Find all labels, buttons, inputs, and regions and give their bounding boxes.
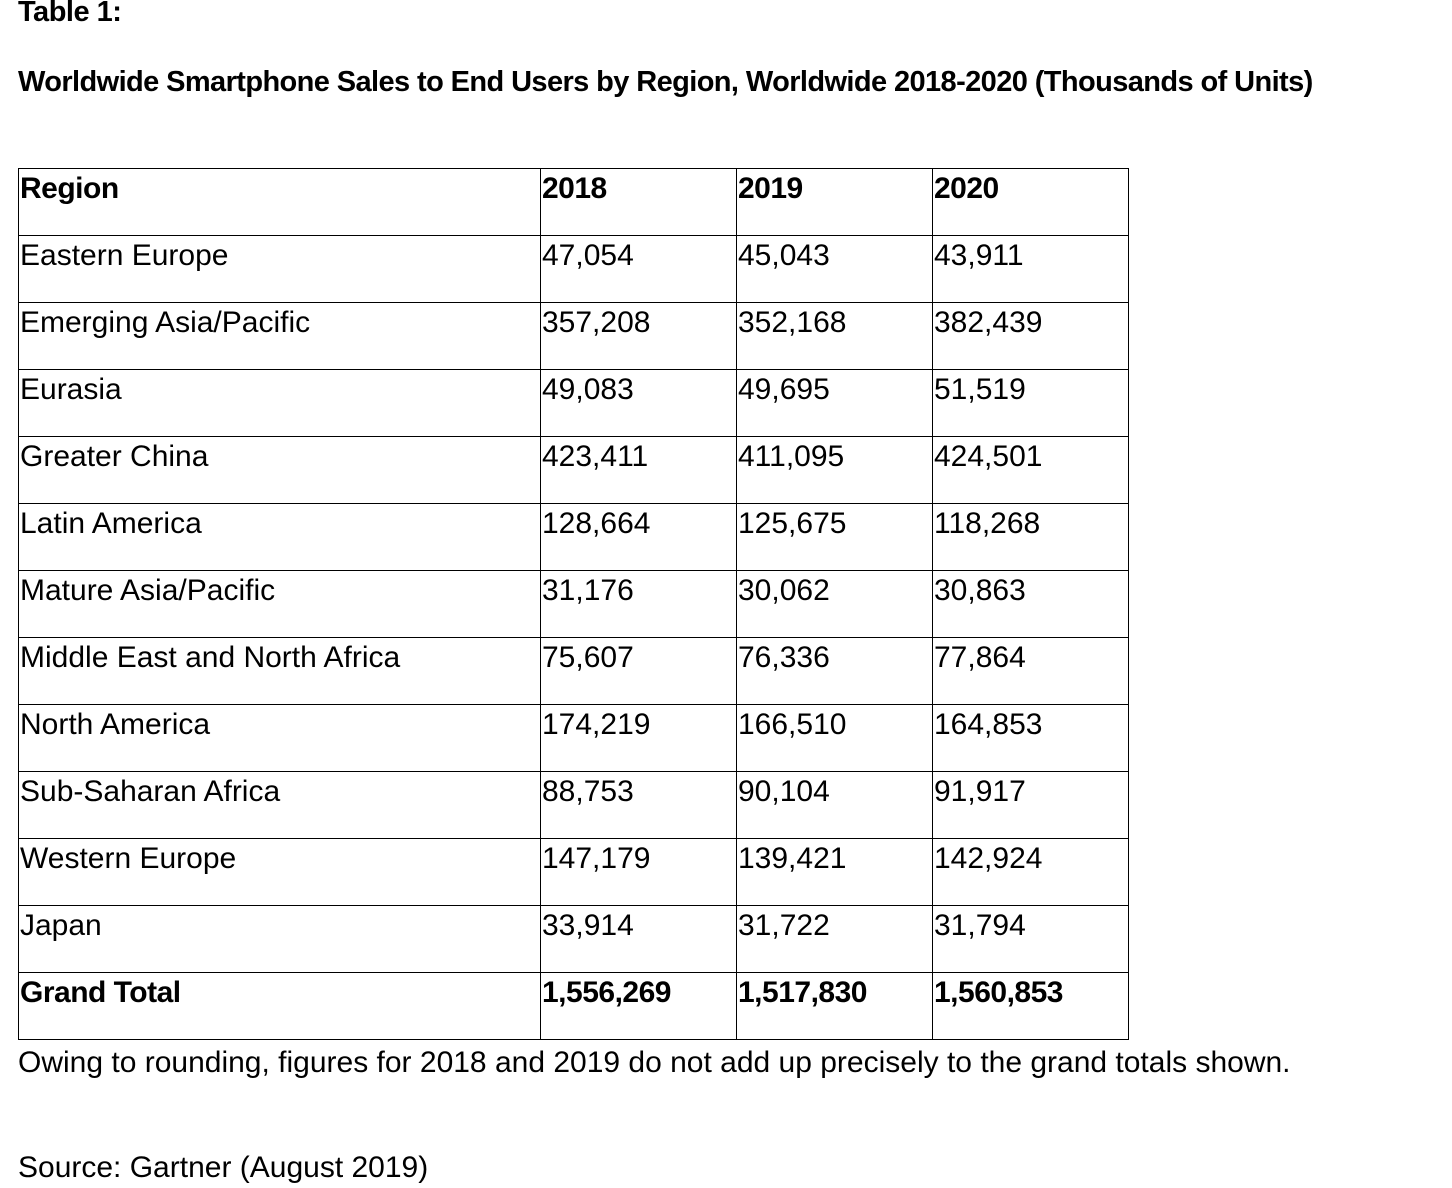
grand-total-row: Grand Total 1,556,269 1,517,830 1,560,853 — [18, 972, 1129, 1040]
cell-value-2018: 88,753 — [540, 771, 737, 839]
cell-region: Japan — [18, 905, 541, 973]
header-2019: 2019 — [736, 168, 933, 236]
cell-value-2020: 43,911 — [932, 235, 1129, 303]
table-row: Emerging Asia/Pacific 357,208 352,168 382,4… — [18, 302, 1129, 370]
table-header-row: Region 2018 2019 2020 — [18, 168, 1129, 236]
cell-value-2019: 90,104 — [736, 771, 933, 839]
table-title: Worldwide Smartphone Sales to End Users … — [18, 66, 1313, 98]
cell-region: Sub-Saharan Africa — [18, 771, 541, 839]
cell-value-2020: 77,864 — [932, 637, 1129, 705]
cell-value-2018: 31,176 — [540, 570, 737, 638]
total-value-2018: 1,556,269 — [540, 972, 737, 1040]
table-row: Mature Asia/Pacific 31,176 30,062 30,863 — [18, 570, 1129, 638]
cell-value-2020: 30,863 — [932, 570, 1129, 638]
source-line: Source: Gartner (August 2019) — [18, 1151, 429, 1184]
cell-value-2019: 166,510 — [736, 704, 933, 772]
header-2018: 2018 — [540, 168, 737, 236]
table-label: Table 1: — [18, 0, 122, 28]
cell-value-2020: 382,439 — [932, 302, 1129, 370]
cell-value-2018: 174,219 — [540, 704, 737, 772]
cell-value-2020: 91,917 — [932, 771, 1129, 839]
cell-value-2019: 352,168 — [736, 302, 933, 370]
table-row: Latin America 128,664 125,675 118,268 — [18, 503, 1129, 571]
table-row: Western Europe 147,179 139,421 142,924 — [18, 838, 1129, 906]
table-row: Greater China 423,411 411,095 424,501 — [18, 436, 1129, 504]
cell-region: Emerging Asia/Pacific — [18, 302, 541, 370]
cell-value-2019: 139,421 — [736, 838, 933, 906]
cell-value-2019: 76,336 — [736, 637, 933, 705]
cell-value-2019: 31,722 — [736, 905, 933, 973]
cell-region: Latin America — [18, 503, 541, 571]
cell-value-2019: 125,675 — [736, 503, 933, 571]
cell-region: Middle East and North Africa — [18, 637, 541, 705]
table-row: North America 174,219 166,510 164,853 — [18, 704, 1129, 772]
cell-value-2020: 51,519 — [932, 369, 1129, 437]
rounding-note: Owing to rounding, figures for 2018 and … — [18, 1046, 1291, 1079]
cell-value-2018: 357,208 — [540, 302, 737, 370]
header-region: Region — [18, 168, 541, 236]
cell-region: Eastern Europe — [18, 235, 541, 303]
cell-region: North America — [18, 704, 541, 772]
sales-table: Region 2018 2019 2020 Eastern Europe 47,0… — [18, 168, 1129, 1040]
cell-region: Eurasia — [18, 369, 541, 437]
cell-value-2020: 424,501 — [932, 436, 1129, 504]
cell-value-2020: 118,268 — [932, 503, 1129, 571]
cell-region: Western Europe — [18, 838, 541, 906]
cell-value-2018: 423,411 — [540, 436, 737, 504]
cell-value-2019: 411,095 — [736, 436, 933, 504]
cell-value-2020: 142,924 — [932, 838, 1129, 906]
cell-value-2019: 49,695 — [736, 369, 933, 437]
cell-value-2018: 33,914 — [540, 905, 737, 973]
cell-value-2018: 47,054 — [540, 235, 737, 303]
cell-value-2020: 164,853 — [932, 704, 1129, 772]
table-row: Japan 33,914 31,722 31,794 — [18, 905, 1129, 973]
cell-value-2019: 45,043 — [736, 235, 933, 303]
table-row: Sub-Saharan Africa 88,753 90,104 91,917 — [18, 771, 1129, 839]
cell-value-2018: 147,179 — [540, 838, 737, 906]
cell-region: Mature Asia/Pacific — [18, 570, 541, 638]
table-row: Eurasia 49,083 49,695 51,519 — [18, 369, 1129, 437]
table-row: Eastern Europe 47,054 45,043 43,911 — [18, 235, 1129, 303]
header-2020: 2020 — [932, 168, 1129, 236]
cell-value-2019: 30,062 — [736, 570, 933, 638]
table-row: Middle East and North Africa 75,607 76,336… — [18, 637, 1129, 705]
total-region: Grand Total — [18, 972, 541, 1040]
cell-value-2020: 31,794 — [932, 905, 1129, 973]
cell-region: Greater China — [18, 436, 541, 504]
cell-value-2018: 49,083 — [540, 369, 737, 437]
cell-value-2018: 75,607 — [540, 637, 737, 705]
total-value-2020: 1,560,853 — [932, 972, 1129, 1040]
cell-value-2018: 128,664 — [540, 503, 737, 571]
total-value-2019: 1,517,830 — [736, 972, 933, 1040]
